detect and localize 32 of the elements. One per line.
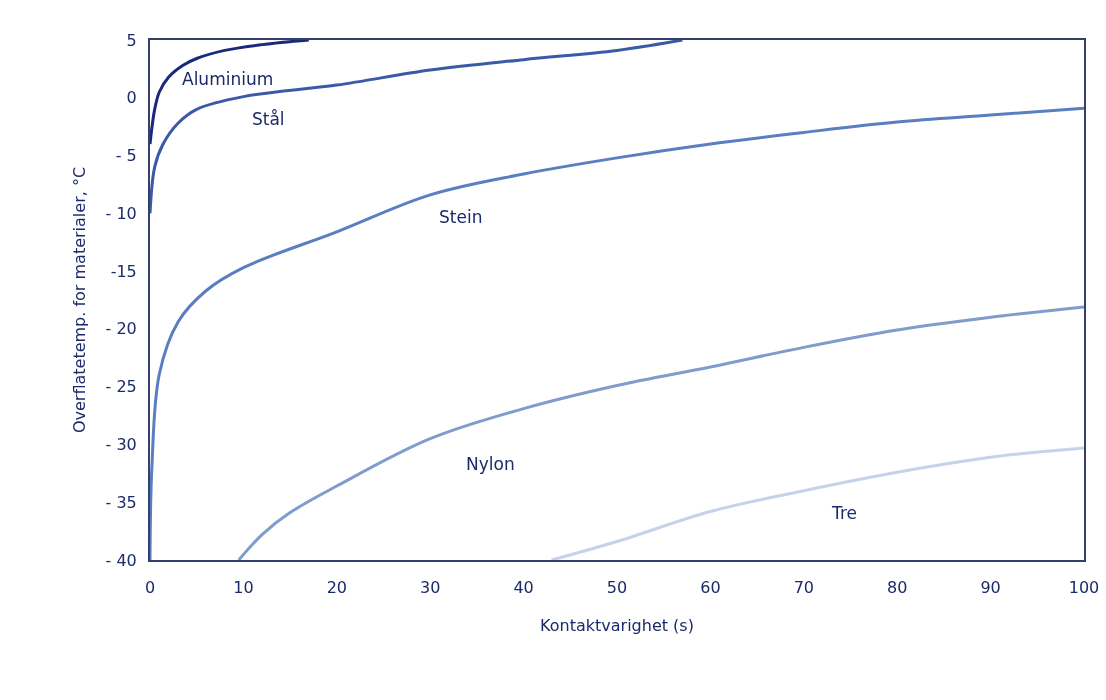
y-tick-label: - 25 — [105, 377, 137, 397]
y-tick-label: - 5 — [115, 146, 137, 166]
y-tick-label: - 30 — [105, 435, 137, 455]
x-tick-label: 100 — [1068, 578, 1100, 598]
y-tick-label: - 10 — [105, 203, 137, 223]
y-tick-label: - 40 — [105, 550, 137, 570]
x-tick-label: 90 — [980, 578, 1001, 598]
x-tick-label: 0 — [144, 578, 156, 598]
x-tick-label: 80 — [887, 578, 908, 598]
x-tick-label: 20 — [326, 578, 347, 598]
y-tick-label: 0 — [126, 88, 137, 108]
y-tick-label: 5 — [126, 30, 137, 50]
x-axis-title: Kontaktvarighet (s) — [540, 616, 694, 636]
y-axis-title: Overflatetemp. for materialer, °C — [69, 166, 89, 434]
x-tick-label: 30 — [420, 578, 441, 598]
line-series — [237, 305, 1084, 560]
line-series — [150, 106, 1084, 560]
series-label: Tre — [831, 503, 857, 523]
x-tick-label: 70 — [793, 578, 814, 598]
y-tick-label: - 20 — [105, 319, 137, 339]
line-series — [150, 40, 311, 146]
line-series — [550, 446, 1084, 560]
y-tick-label: -15 — [110, 261, 137, 281]
x-tick-label: 10 — [233, 578, 254, 598]
y-tick-label: - 35 — [105, 492, 137, 512]
x-tick-label: 60 — [700, 578, 721, 598]
x-tick-label: 50 — [606, 578, 628, 598]
series-label: Stål — [252, 109, 285, 129]
x-tick-label: 40 — [513, 578, 534, 598]
series-label: Aluminium — [182, 69, 274, 89]
series-label: Stein — [439, 207, 483, 227]
series-label: Nylon — [466, 454, 515, 474]
